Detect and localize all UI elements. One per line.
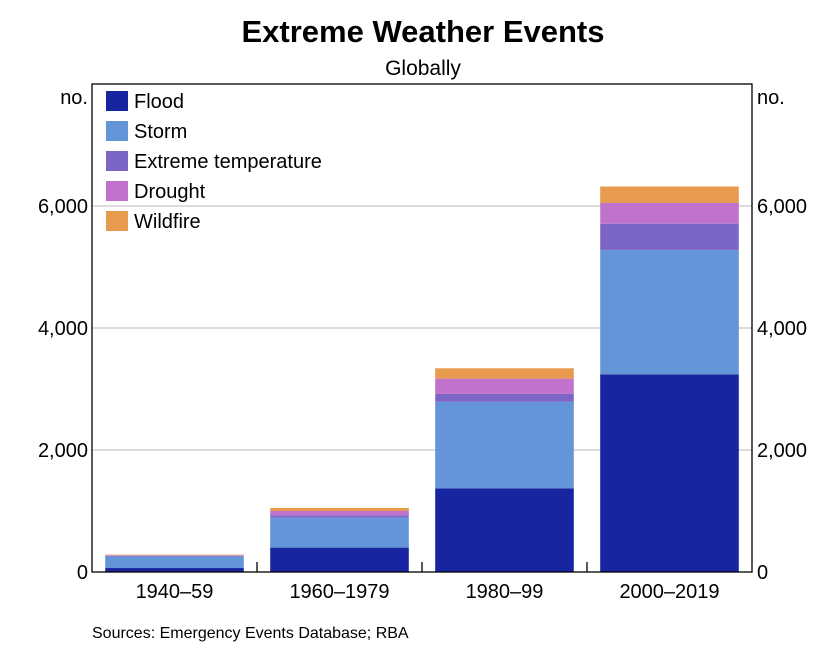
legend-swatch (106, 91, 128, 111)
legend-label: Storm (134, 121, 187, 143)
x-tick-label: 1940–59 (136, 581, 214, 603)
y-tick-label-right: 6,000 (757, 196, 807, 218)
x-tick-label: 1960–1979 (289, 581, 389, 603)
bar-segment (270, 511, 409, 516)
y-tick-label-right: 4,000 (757, 318, 807, 340)
bar-segment (600, 202, 739, 224)
x-axis-labels: 1940–59 1960–1979 1980–99 2000–2019 (136, 581, 720, 603)
source-note: Sources: Emergency Events Database; RBA (92, 625, 409, 642)
y-axis-labels: 0 0 2,000 2,000 4,000 4,000 6,000 6,000 (38, 196, 807, 584)
chart-subtitle: Globally (385, 57, 461, 80)
y-unit-left: no. (60, 87, 88, 109)
y-unit-right: no. (757, 87, 785, 109)
bar-segment (105, 556, 244, 569)
legend-swatch (106, 151, 128, 171)
y-tick-label-left: 0 (77, 562, 88, 584)
bar-segment (105, 568, 244, 572)
bar-segment (600, 249, 739, 375)
bar-segment (600, 223, 739, 250)
bar-segment (105, 554, 244, 556)
bar-segment (105, 555, 244, 557)
y-tick-label-left: 4,000 (38, 318, 88, 340)
bar-segment (600, 374, 739, 572)
legend-label: Flood (134, 91, 184, 113)
legend-swatch (106, 181, 128, 201)
x-tick-label: 1980–99 (466, 581, 544, 603)
bars (105, 186, 739, 572)
bar-segment (270, 515, 409, 518)
bar-segment (270, 507, 409, 511)
legend-swatch (106, 211, 128, 231)
y-tick-label-left: 2,000 (38, 440, 88, 462)
legend-label: Drought (134, 181, 206, 203)
x-ticks (256, 562, 588, 572)
bar-segment (435, 401, 574, 489)
y-tick-label-left: 6,000 (38, 196, 88, 218)
bar-segment (435, 393, 574, 402)
y-tick-label-right: 0 (757, 562, 768, 584)
legend: Flood Storm Extreme temperature Drought Wild… (106, 91, 322, 233)
legend-label: Wildfire (134, 211, 201, 233)
bar-segment (270, 517, 409, 548)
legend-label: Extreme temperature (134, 151, 322, 173)
bar-segment (270, 547, 409, 572)
x-tick-label: 2000–2019 (619, 581, 719, 603)
legend-swatch (106, 121, 128, 141)
chart-title: Extreme Weather Events (242, 14, 605, 49)
bar-segment (435, 368, 574, 379)
bar-segment (105, 555, 244, 556)
y-tick-label-right: 2,000 (757, 440, 807, 462)
bar-segment (435, 378, 574, 394)
bar-segment (435, 488, 574, 572)
bar-segment (600, 186, 739, 203)
